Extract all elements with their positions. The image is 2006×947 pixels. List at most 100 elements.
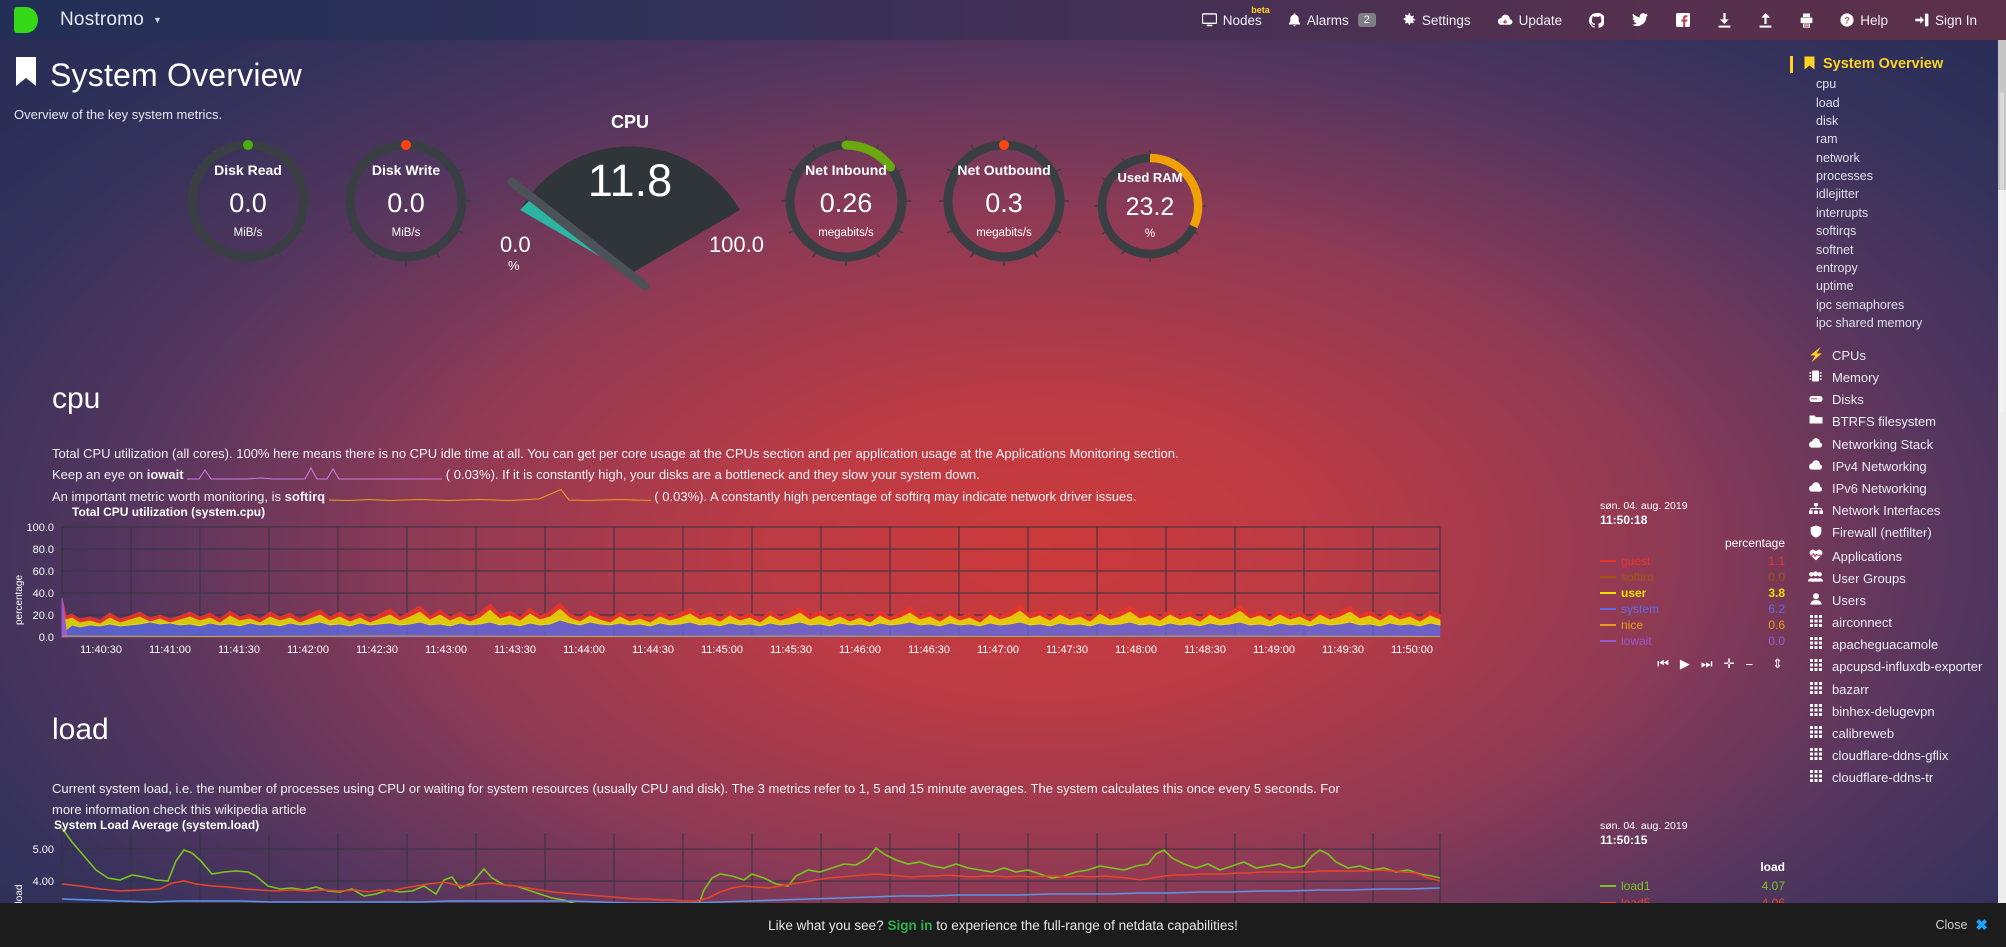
sidebar-item-cpu[interactable]: cpu: [1816, 77, 1837, 92]
resize-icon[interactable]: ⇕: [1772, 656, 1783, 671]
nav-settings[interactable]: Settings: [1389, 0, 1484, 40]
load-legend-row-load1[interactable]: load1 4.07: [1600, 878, 1785, 893]
svg-text:20.0: 20.0: [33, 610, 54, 622]
sidebar-item-binhex-delugevpn[interactable]: binhex-delugevpn: [1786, 700, 2006, 722]
window-scrollbar-thumb[interactable]: [1998, 40, 2006, 190]
sidebar-item-firewall[interactable]: Firewall (netfilter): [1786, 522, 2006, 545]
skip-forward-icon[interactable]: ⏭: [1700, 656, 1713, 671]
sidebar-item-label: Applications: [1832, 548, 1903, 564]
banner-signin-link[interactable]: Sign in: [887, 917, 933, 933]
cpu-legend-row-system[interactable]: system 6.2: [1600, 602, 1785, 616]
sidebar-item-cloudflare-ddns-gflix[interactable]: cloudflare-ddns-gflix: [1786, 745, 2006, 767]
svg-text:11:42:30: 11:42:30: [356, 644, 398, 656]
sidebar-item-ipc-semaphores[interactable]: ipc semaphores: [1816, 297, 1905, 312]
sidebar-item-ipv6-networking[interactable]: IPv6 Networking: [1786, 477, 2006, 499]
sidebar-item-cloudflare-ddns-tr[interactable]: cloudflare-ddns-tr: [1786, 767, 2006, 789]
gauge-net-inbound-units: megabits/s: [818, 227, 874, 239]
caret-down-icon[interactable]: ▼: [152, 15, 162, 25]
sidebar-item-ram[interactable]: ram: [1816, 132, 1838, 147]
sidebar-item-cpus[interactable]: ⚡ CPUs: [1786, 344, 2006, 366]
sidebar-item-disks[interactable]: Disks: [1786, 389, 2006, 411]
sidebar-item-load[interactable]: load: [1816, 95, 1840, 110]
banner-close-button[interactable]: Close ✖: [1935, 916, 1988, 934]
nav-alarms[interactable]: Alarms 2: [1275, 0, 1389, 40]
sidebar-item-label: Disks: [1832, 392, 1864, 408]
nav-print[interactable]: [1786, 0, 1827, 40]
gauge-disk-write[interactable]: Disk Write 0.0 MiB/s: [338, 133, 474, 269]
minus-icon[interactable]: −: [1745, 656, 1754, 672]
cpu-legend-time: 11:50:18: [1600, 513, 1648, 527]
sidebar-item-interrupts[interactable]: interrupts: [1816, 205, 1869, 220]
sidebar-item-label: User Groups: [1832, 570, 1906, 586]
nav-github[interactable]: [1575, 0, 1618, 40]
sidebar-item-apcupsd-influxdb-exporter[interactable]: apcupsd-influxdb-exporter: [1786, 656, 2006, 678]
cpu-chart[interactable]: Total CPU utilization (system.cpu): [18, 505, 1788, 565]
sidebar-item-ipc-shared-memory[interactable]: ipc shared memory: [1816, 316, 1923, 331]
gauge-net-outbound[interactable]: Net Outbound 0.3 megabits/s: [936, 133, 1072, 269]
nav-facebook[interactable]: [1662, 0, 1704, 40]
sidebar-scrollbar[interactable]: [2000, 92, 2004, 412]
sidebar-item-apacheguacamole[interactable]: apacheguacamole: [1786, 634, 2006, 656]
sidebar-item-calibreweb[interactable]: calibreweb: [1786, 722, 2006, 744]
plus-icon[interactable]: ✛: [1723, 656, 1735, 671]
sidebar-item-disk[interactable]: disk: [1816, 113, 1839, 128]
brand-name[interactable]: Nostromo: [60, 9, 144, 30]
sidebar-item-softirqs[interactable]: softirqs: [1816, 224, 1857, 239]
nav-signin[interactable]: Sign In: [1901, 0, 1990, 40]
sidebar-item-entropy[interactable]: entropy: [1816, 260, 1858, 275]
nav-help[interactable]: ? Help: [1827, 0, 1901, 40]
grid-icon: [1808, 637, 1823, 652]
sidebar-item-user-groups[interactable]: User Groups: [1786, 567, 2006, 589]
sidebar-item-bazarr[interactable]: bazarr: [1786, 678, 2006, 700]
nav-nodes[interactable]: Nodes beta: [1189, 0, 1275, 40]
netdata-logo-icon[interactable]: [14, 7, 38, 33]
gauge-net-outbound-units: megabits/s: [976, 227, 1032, 239]
cpu-chart-canvas[interactable]: percentage 100.0 80.0 60.0 40.0 20.0 0.0: [0, 512, 1790, 672]
cpu-legend-row-nice[interactable]: nice 0.6: [1600, 618, 1785, 632]
svg-text:5.00: 5.00: [33, 844, 54, 856]
cpu-legend-row-iowait[interactable]: iowait 0.0: [1600, 634, 1785, 648]
nav-load[interactable]: [1704, 0, 1745, 40]
nav-twitter[interactable]: [1618, 0, 1662, 40]
sidebar-item-uptime[interactable]: uptime: [1816, 279, 1854, 294]
legend-color-swatch: [1600, 559, 1616, 562]
cpu-chart-controls[interactable]: ⏮ ▶ ⏭ ✛ − ⇕: [1600, 656, 1785, 672]
banner-text-after: to experience the full-range of netdata …: [936, 917, 1238, 933]
sidebar-item-softnet[interactable]: softnet: [1816, 242, 1854, 257]
sidebar-item-network[interactable]: network: [1816, 150, 1860, 165]
sidebar-item-label: CPUs: [1832, 347, 1866, 363]
heartbeat-icon: [1808, 549, 1823, 564]
gauge-disk-write-label: Disk Write: [371, 162, 441, 178]
gauge-net-inbound[interactable]: Net Inbound 0.26 megabits/s: [778, 133, 914, 269]
grid-icon: [1808, 770, 1823, 785]
gauge-used-ram[interactable]: Used RAM 23.2 %: [1092, 148, 1208, 264]
sitemap-icon: [1808, 503, 1823, 517]
nav-update[interactable]: Update: [1484, 0, 1576, 40]
sidebar-item-users[interactable]: Users: [1786, 589, 2006, 611]
sidebar-item-applications[interactable]: Applications: [1786, 545, 2006, 567]
sidebar-item-network-interfaces[interactable]: Network Interfaces: [1786, 500, 2006, 522]
play-icon[interactable]: ▶: [1679, 656, 1690, 671]
cpu-legend-row-softirq[interactable]: softirq 0.0: [1600, 569, 1785, 584]
gauge-used-ram-units: %: [1144, 228, 1156, 240]
cpu-legend-row-user[interactable]: user 3.8: [1600, 586, 1785, 600]
legend-series-name: load1: [1621, 878, 1651, 893]
window-scrollbar[interactable]: [1998, 40, 2006, 947]
close-icon[interactable]: ✖: [1975, 917, 1988, 934]
gauge-disk-read[interactable]: Disk Read 0.0 MiB/s: [180, 133, 316, 269]
sidebar-item-airconnect[interactable]: airconnect: [1786, 612, 2006, 634]
skip-backward-icon[interactable]: ⏮: [1657, 656, 1669, 671]
cpu-legend-row-guest[interactable]: guest 1.1: [1600, 554, 1785, 568]
gauge-cpu[interactable]: CPU 11.8 0.0 % 100.0: [490, 110, 770, 291]
shield-icon: [1808, 525, 1823, 541]
legend-series-name: softirq: [1621, 569, 1654, 584]
sidebar-item-btrfs-filesystem[interactable]: BTRFS filesystem: [1786, 411, 2006, 433]
sidebar-item-memory[interactable]: Memory: [1786, 366, 2006, 388]
nav-nodes-label: Nodes: [1222, 12, 1262, 28]
sidebar-item-ipv4-networking[interactable]: IPv4 Networking: [1786, 455, 2006, 477]
sidebar-item-networking-stack[interactable]: Networking Stack: [1786, 433, 2006, 455]
sidebar-item-idlejitter[interactable]: idlejitter: [1816, 187, 1860, 202]
nav-save[interactable]: [1745, 0, 1786, 40]
sidebar-section-system-overview[interactable]: System Overview: [1786, 54, 2006, 75]
sidebar-item-processes[interactable]: processes: [1816, 169, 1873, 184]
